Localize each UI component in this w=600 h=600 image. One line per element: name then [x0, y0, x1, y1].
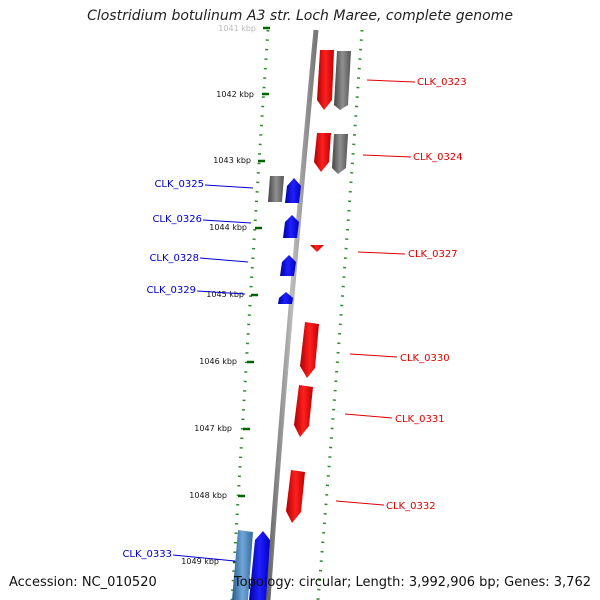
inner-track-guide: [230, 29, 270, 600]
gene-clk-0333: [249, 531, 270, 600]
gene-clk-0326: [283, 215, 299, 238]
scale-label: 1047 kbp: [194, 424, 232, 433]
scale-ticks: 1041 kbp 1042 kbp 1043 kbp 1044 kbp 1045…: [181, 24, 270, 566]
gene-label-clk-0329: CLK_0329: [146, 285, 196, 296]
gene-label-clk-0323: CLK_0323: [417, 77, 467, 88]
scale-label: 1049 kbp: [181, 557, 219, 566]
scale-label: 1044 kbp: [209, 223, 247, 232]
gene-label-clk-0333: CLK_0333: [122, 549, 172, 560]
gene-label-clk-0332: CLK_0332: [386, 501, 436, 512]
gene-clk-0331: [294, 385, 313, 437]
scale-label: 1042 kbp: [216, 90, 254, 99]
gene-clk-0330: [300, 322, 319, 378]
gene-label-clk-0326: CLK_0326: [152, 214, 202, 225]
steelblue-feature: [232, 530, 253, 600]
forward-gene-labels: CLK_0323 CLK_0324 CLK_0327 CLK_0330 CLK_…: [335, 77, 467, 512]
scale-label: 1043 kbp: [213, 156, 251, 165]
forward-strand-genes: [286, 50, 334, 523]
gene-label-clk-0327: CLK_0327: [408, 249, 458, 260]
gene-label-clk-0328: CLK_0328: [149, 253, 199, 264]
scale-label: 1045 kbp: [206, 290, 244, 299]
gene-clk-0328: [280, 255, 296, 276]
scale-label: 1041 kbp: [218, 24, 256, 33]
gene-clk-0323: [317, 50, 334, 110]
gene-clk-0332: [286, 470, 305, 523]
map-title: Clostridium botulinum A3 str. Loch Maree…: [87, 8, 513, 24]
neutral-features: [268, 51, 351, 202]
gene-clk-0327: [310, 245, 324, 252]
gene-label-clk-0325: CLK_0325: [154, 179, 204, 190]
accession-text: Accession: NC_010520: [9, 575, 157, 590]
gene-clk-0329: [278, 292, 293, 304]
gene-label-clk-0330: CLK_0330: [400, 353, 450, 364]
outer-track-guide: [316, 29, 364, 600]
reverse-strand-genes: [232, 178, 301, 600]
reverse-gene-labels: CLK_0325 CLK_0326 CLK_0328 CLK_0329 CLK_…: [122, 179, 254, 562]
topology-text: Topology: circular; Length: 3,992,906 bp…: [233, 575, 591, 590]
gene-clk-0325: [285, 178, 301, 203]
scale-label: 1046 kbp: [199, 357, 237, 366]
scale-label: 1048 kbp: [189, 491, 227, 500]
gene-label-clk-0324: CLK_0324: [413, 152, 463, 163]
gene-clk-0324: [314, 133, 331, 172]
gene-label-clk-0331: CLK_0331: [395, 414, 445, 425]
